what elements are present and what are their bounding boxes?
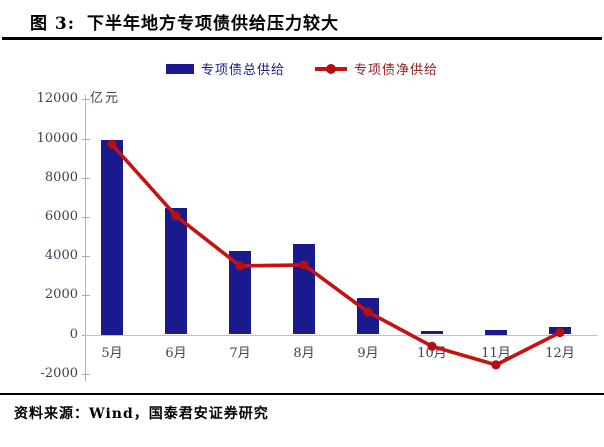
total-supply-bar [229,251,251,335]
x-axis-month-label: 9月 [357,346,379,361]
legend-label-net-supply: 专项债净供给 [354,63,439,78]
y-axis-tick-label: -2000 [40,365,78,381]
figure-number-label: 图 3: [30,14,76,34]
title-divider [2,37,602,40]
y-axis-tick-label: 0 [69,326,78,342]
footer-divider [0,393,604,395]
y-axis-tick [82,256,90,258]
total-supply-bar [485,330,507,335]
x-axis-month-label: 12月 [545,346,575,361]
bar-swatch-icon [165,63,194,74]
figure-title-text: 下半年地方专项债供给压力较大 [87,14,340,34]
y-axis-tick-label: 12000 [36,91,78,107]
x-axis-month-label: 10月 [417,346,447,361]
x-axis-month-label: 11月 [481,346,511,361]
total-supply-bar [421,330,443,335]
y-axis-tick [82,295,90,297]
y-axis-tick [82,177,90,179]
total-supply-bar [549,327,571,335]
x-axis-month-label: 6月 [165,346,187,361]
figure-title: 图 3: 下半年地方专项债供给压力较大 [30,9,339,34]
y-axis-tick [82,216,90,218]
y-axis-unit-label: 亿元 [90,91,121,107]
y-axis-tick-label: 8000 [44,169,78,185]
legend-item-net-supply: 专项债净供给 [315,59,438,78]
total-supply-bar [101,139,123,335]
y-axis-tick [82,373,90,375]
y-axis-tick [82,99,90,101]
y-axis-line [85,95,86,381]
y-axis-tick [82,138,90,140]
legend-label-total-supply: 专项债总供给 [200,63,285,78]
y-axis-tick-label: 6000 [44,208,78,224]
total-supply-bar [165,208,187,335]
y-axis-tick-label: 4000 [44,248,78,264]
source-note: 资料来源：Wind，国泰君安证券研究 [14,406,269,422]
y-axis-tick-label: 2000 [44,287,78,303]
total-supply-bar [357,298,379,335]
y-axis-tick-label: 10000 [36,130,78,146]
line-marker-icon [326,63,336,74]
total-supply-bar [293,244,315,335]
line-swatch-icon [315,63,347,74]
x-axis-month-label: 7月 [229,346,251,361]
x-axis-month-label: 8月 [293,346,315,361]
zero-axis-line [85,334,598,336]
x-axis-month-label: 5月 [101,346,123,361]
chart-legend: 专项债总供给 专项债净供给 [0,59,604,78]
legend-item-total-supply: 专项债总供给 [165,59,285,78]
